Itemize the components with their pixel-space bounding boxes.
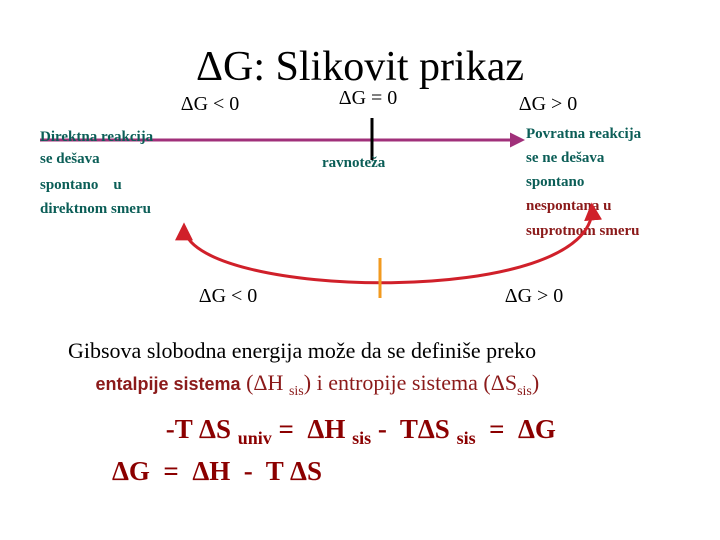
text-part: -T ΔS xyxy=(166,414,238,444)
left-text: spontano u xyxy=(40,177,122,193)
top-label: ΔG > 0 xyxy=(519,93,578,115)
text-part: = ΔG xyxy=(476,414,556,444)
top-label: ΔG = 0 xyxy=(339,87,398,109)
equation: ΔG = ΔH - T ΔS xyxy=(112,456,322,486)
bottom-label: ΔG < 0 xyxy=(199,285,258,307)
subscript: sis xyxy=(289,384,304,399)
left-text: Direktna reakcija xyxy=(40,129,154,145)
text-part: entalpije sistema xyxy=(96,374,242,394)
text-part: = ΔH xyxy=(272,414,352,444)
curved-arrow xyxy=(175,202,603,285)
right-text: nespontana u xyxy=(526,198,611,214)
right-text: se ne dešava xyxy=(526,150,605,166)
left-text: se dešava xyxy=(40,151,100,167)
bottom-label: ΔG > 0 xyxy=(505,285,564,307)
definition-line: entalpije sistema (ΔH sis) i entropije s… xyxy=(68,370,556,399)
equation: -T ΔS univ = ΔH sis - TΔS sis = ΔG xyxy=(132,414,576,448)
text-part: - TΔS xyxy=(371,414,456,444)
text-part: ) xyxy=(532,370,539,395)
title: ΔG: Slikovit prikaz xyxy=(196,44,524,90)
subscript: univ xyxy=(238,428,272,448)
subscript: sis xyxy=(457,428,476,448)
right-text: spontano xyxy=(526,174,584,190)
text-part: (ΔH xyxy=(241,370,289,395)
right-text: suprotnom smeru xyxy=(526,223,639,239)
subscript: sis xyxy=(352,428,371,448)
center-label: ravnoteža xyxy=(322,155,386,171)
left-text: direktnom smeru xyxy=(40,201,151,217)
subscript: sis xyxy=(517,384,532,399)
top-label: ΔG < 0 xyxy=(181,93,240,115)
right-text: Povratna reakcija xyxy=(526,126,642,142)
text-part: ) i entropije sistema (ΔS xyxy=(304,370,517,395)
definition-line: Gibsova slobodna energija može da se def… xyxy=(68,338,536,363)
